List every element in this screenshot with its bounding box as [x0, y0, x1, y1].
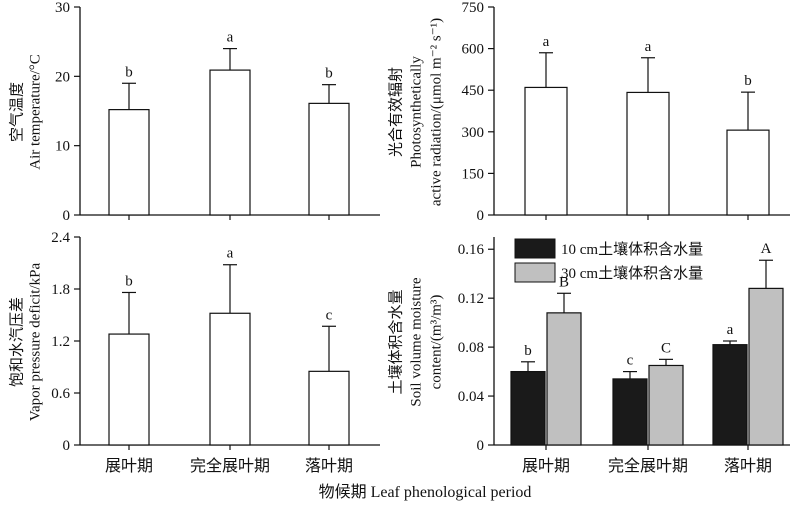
x-category-label: 完全展叶期 — [608, 457, 688, 475]
y-tick-label: 300 — [462, 125, 485, 141]
y-axis-label: Vapor pressure deficit/kPa — [27, 263, 43, 422]
chart-vpd: 0 0.6 1.2 1.8 2.4 b a c 展叶期 完全展叶期 落叶期 饱和水汽压差 Vapor p… — [8, 230, 380, 475]
y-axis-label: Photosynthetically — [408, 56, 424, 168]
legend-swatch — [514, 262, 556, 283]
y-axis-label: 土壤体积含水量 — [386, 289, 404, 394]
bar — [726, 129, 770, 216]
significance-letter: b — [744, 73, 752, 89]
y-axis-label: Soil volume moisture — [408, 277, 424, 407]
bar — [626, 91, 670, 216]
x-category-label: 展叶期 — [105, 457, 153, 475]
bar — [648, 364, 684, 446]
y-axis-label: 饱和水汽压差 — [8, 297, 25, 387]
bar — [308, 102, 350, 216]
bar — [612, 378, 648, 446]
y-tick-label: 0 — [63, 208, 71, 224]
legend: 10 cm土壤体积含水量 30 cm土壤体积含水量 — [514, 238, 703, 283]
y-tick-label: 150 — [462, 166, 485, 182]
y-tick-label: 0.6 — [51, 386, 70, 402]
y-axis-label: 空气温度 — [8, 82, 25, 142]
y-tick-label: 0.16 — [458, 242, 485, 258]
x-category-label: 落叶期 — [724, 457, 772, 475]
y-tick-label: 20 — [55, 69, 70, 85]
significance-letter: b — [125, 64, 133, 80]
y-axis-label: content/(m³/m³) — [428, 295, 444, 390]
y-tick-label: 0 — [477, 208, 485, 224]
bar — [510, 370, 546, 446]
x-category-label: 完全展叶期 — [190, 457, 270, 475]
significance-letter: c — [326, 307, 333, 323]
significance-letter: a — [727, 322, 734, 338]
y-tick-label: 2.4 — [51, 230, 70, 246]
significance-letter: a — [227, 246, 234, 262]
bar — [712, 344, 748, 446]
bar — [308, 370, 350, 446]
significance-letter: b — [524, 343, 532, 359]
y-axis-label: 光合有效辐射 — [387, 67, 404, 157]
x-category-label: 落叶期 — [305, 457, 353, 475]
chart-air-temperature: 0 10 20 30 b a b 空气温度 Air temperature/°C — [8, 0, 380, 224]
bar — [209, 69, 251, 216]
significance-letter: a — [543, 34, 550, 50]
legend-label: 30 cm土壤体积含水量 — [561, 264, 703, 282]
significance-letter: A — [761, 241, 772, 257]
y-tick-label: 450 — [462, 83, 485, 99]
bar — [209, 312, 251, 446]
y-axis-label: active radiation/(μmol m⁻² s⁻¹) — [428, 18, 444, 206]
legend-swatch — [514, 238, 556, 259]
y-tick-label: 0 — [477, 438, 485, 454]
significance-letter: a — [645, 39, 652, 55]
bar — [748, 287, 784, 446]
bar — [524, 86, 568, 216]
chart-par: 0 150 300 450 600 750 a a b 光合有效辐射 Photosynthetica… — [387, 0, 790, 224]
y-tick-label: 0.12 — [458, 291, 484, 307]
significance-letter: b — [325, 66, 333, 82]
y-tick-label: 30 — [55, 0, 70, 16]
y-tick-label: 0 — [63, 438, 71, 454]
significance-letter: a — [227, 30, 234, 46]
y-tick-label: 1.8 — [51, 282, 70, 298]
x-axis-label: 物候期 Leaf phenological period — [319, 483, 532, 501]
y-tick-label: 0.08 — [458, 340, 484, 356]
y-tick-label: 0.04 — [458, 389, 485, 405]
x-category-label: 展叶期 — [522, 457, 570, 475]
significance-letter: b — [125, 273, 133, 289]
bar — [108, 333, 150, 446]
y-tick-label: 1.2 — [51, 334, 70, 350]
significance-letter: B — [559, 274, 569, 290]
bar — [108, 109, 150, 216]
chart-soil-moisture: 0 0.04 0.08 0.12 0.16 b c a B C A 展叶期 完全展叶期 落叶期 土壤体积含水… — [386, 237, 790, 475]
significance-letter: C — [661, 340, 671, 356]
y-tick-label: 10 — [55, 139, 70, 155]
significance-letter: c — [627, 353, 634, 369]
y-tick-label: 750 — [462, 0, 485, 16]
legend-label: 10 cm土壤体积含水量 — [561, 240, 703, 258]
y-axis-label: Air temperature/°C — [27, 54, 43, 170]
y-tick-label: 600 — [462, 42, 485, 58]
bar — [546, 312, 582, 446]
